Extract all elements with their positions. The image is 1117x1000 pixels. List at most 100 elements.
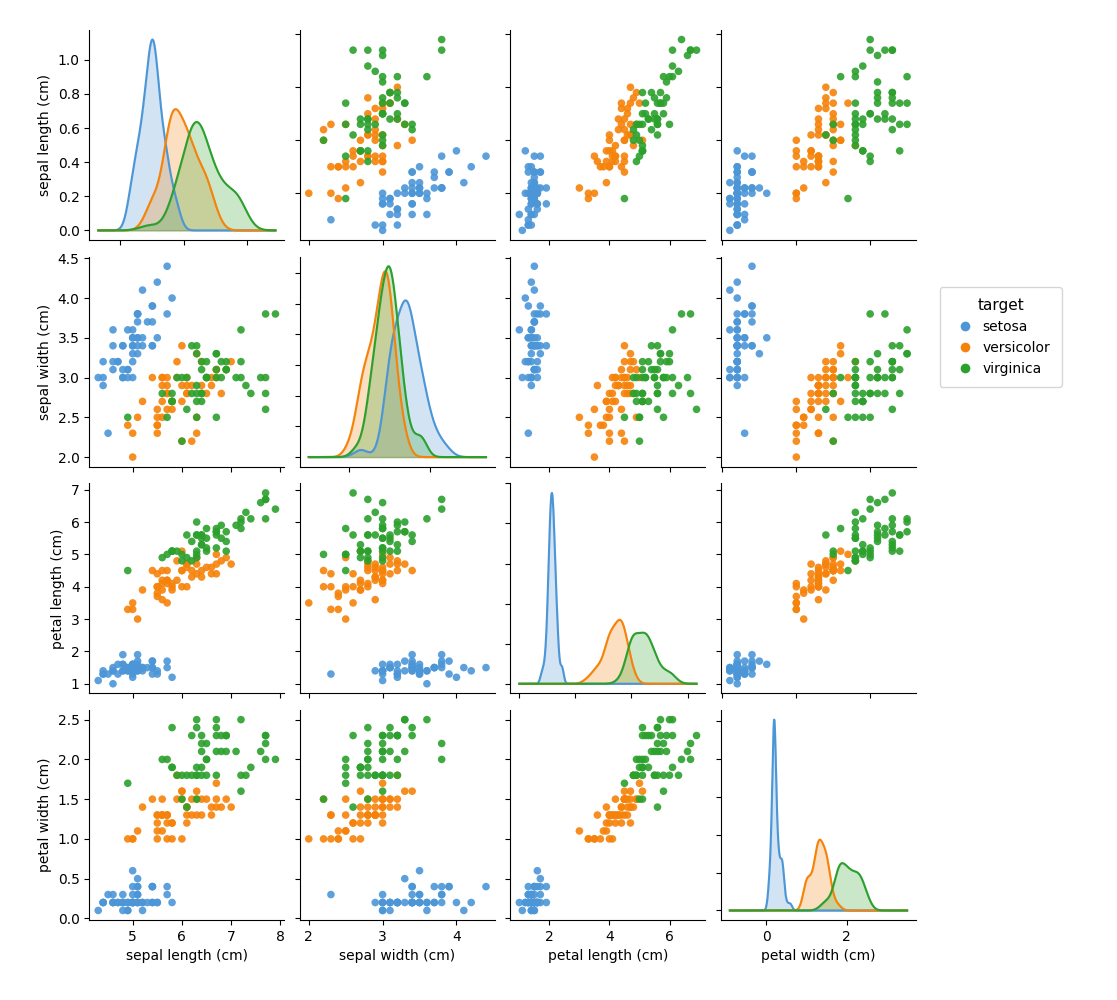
Point: [743, 180, 761, 196]
Point: [149, 666, 166, 682]
Point: [212, 517, 230, 533]
Point: [525, 879, 543, 895]
Point: [628, 362, 646, 378]
Point: [374, 895, 392, 911]
Point: [344, 815, 362, 831]
Point: [418, 511, 436, 527]
Point: [104, 895, 122, 911]
Point: [890, 385, 908, 401]
Point: [389, 799, 407, 815]
Point: [649, 338, 667, 354]
Point: [728, 669, 746, 685]
Y-axis label: sepal width (cm): sepal width (cm): [38, 304, 52, 420]
Point: [188, 791, 206, 807]
Point: [523, 895, 541, 911]
Point: [426, 164, 443, 180]
Point: [628, 116, 646, 132]
Point: [432, 32, 450, 48]
Point: [374, 751, 392, 767]
Point: [802, 143, 820, 159]
Point: [188, 385, 206, 401]
Point: [389, 895, 407, 911]
Point: [615, 783, 633, 799]
Point: [728, 378, 746, 394]
Point: [359, 58, 376, 74]
Point: [159, 575, 176, 591]
Point: [149, 579, 166, 595]
Point: [163, 669, 181, 685]
Point: [651, 95, 669, 111]
Point: [212, 743, 230, 759]
Point: [523, 895, 541, 911]
Point: [188, 767, 206, 783]
Point: [359, 751, 376, 767]
Point: [183, 807, 201, 823]
Point: [523, 180, 541, 196]
Point: [143, 879, 161, 895]
Point: [159, 807, 176, 823]
Point: [525, 206, 543, 222]
Point: [344, 595, 362, 611]
Point: [381, 791, 399, 807]
Point: [728, 180, 746, 196]
Point: [651, 85, 669, 101]
Point: [403, 647, 421, 663]
Point: [728, 656, 746, 672]
Point: [208, 546, 226, 562]
Point: [824, 111, 842, 127]
Point: [861, 543, 879, 559]
Point: [202, 566, 220, 582]
Point: [374, 517, 392, 533]
Point: [607, 393, 624, 409]
Point: [642, 338, 660, 354]
Point: [728, 330, 746, 346]
Point: [426, 660, 443, 676]
Point: [403, 879, 421, 895]
Point: [824, 370, 842, 386]
Point: [528, 180, 546, 196]
Point: [183, 563, 201, 579]
Point: [655, 783, 672, 799]
Point: [669, 378, 687, 394]
Point: [188, 720, 206, 736]
Point: [381, 111, 399, 127]
Point: [159, 751, 176, 767]
Point: [523, 191, 541, 207]
Point: [366, 569, 384, 585]
Point: [395, 743, 413, 759]
Point: [149, 807, 166, 823]
Point: [523, 887, 541, 903]
Point: [802, 401, 820, 417]
Point: [728, 663, 746, 679]
Point: [411, 666, 429, 682]
Point: [374, 815, 392, 831]
Point: [633, 132, 651, 148]
Point: [672, 32, 690, 48]
Point: [124, 354, 142, 370]
Point: [847, 106, 865, 122]
Point: [128, 823, 146, 839]
Point: [869, 495, 887, 511]
Point: [832, 69, 850, 85]
Point: [381, 791, 399, 807]
Point: [118, 902, 136, 918]
Point: [743, 653, 761, 669]
Point: [359, 743, 376, 759]
Point: [118, 370, 136, 386]
Point: [795, 611, 813, 627]
Point: [143, 791, 161, 807]
Point: [728, 338, 746, 354]
Point: [528, 895, 546, 911]
Point: [208, 566, 226, 582]
Point: [847, 69, 865, 85]
Point: [630, 409, 648, 425]
Point: [403, 895, 421, 911]
Point: [869, 111, 887, 127]
Point: [876, 111, 894, 127]
Point: [232, 783, 250, 799]
Point: [403, 116, 421, 132]
Point: [128, 306, 146, 322]
Point: [787, 595, 805, 611]
Point: [519, 212, 537, 228]
Point: [403, 783, 421, 799]
